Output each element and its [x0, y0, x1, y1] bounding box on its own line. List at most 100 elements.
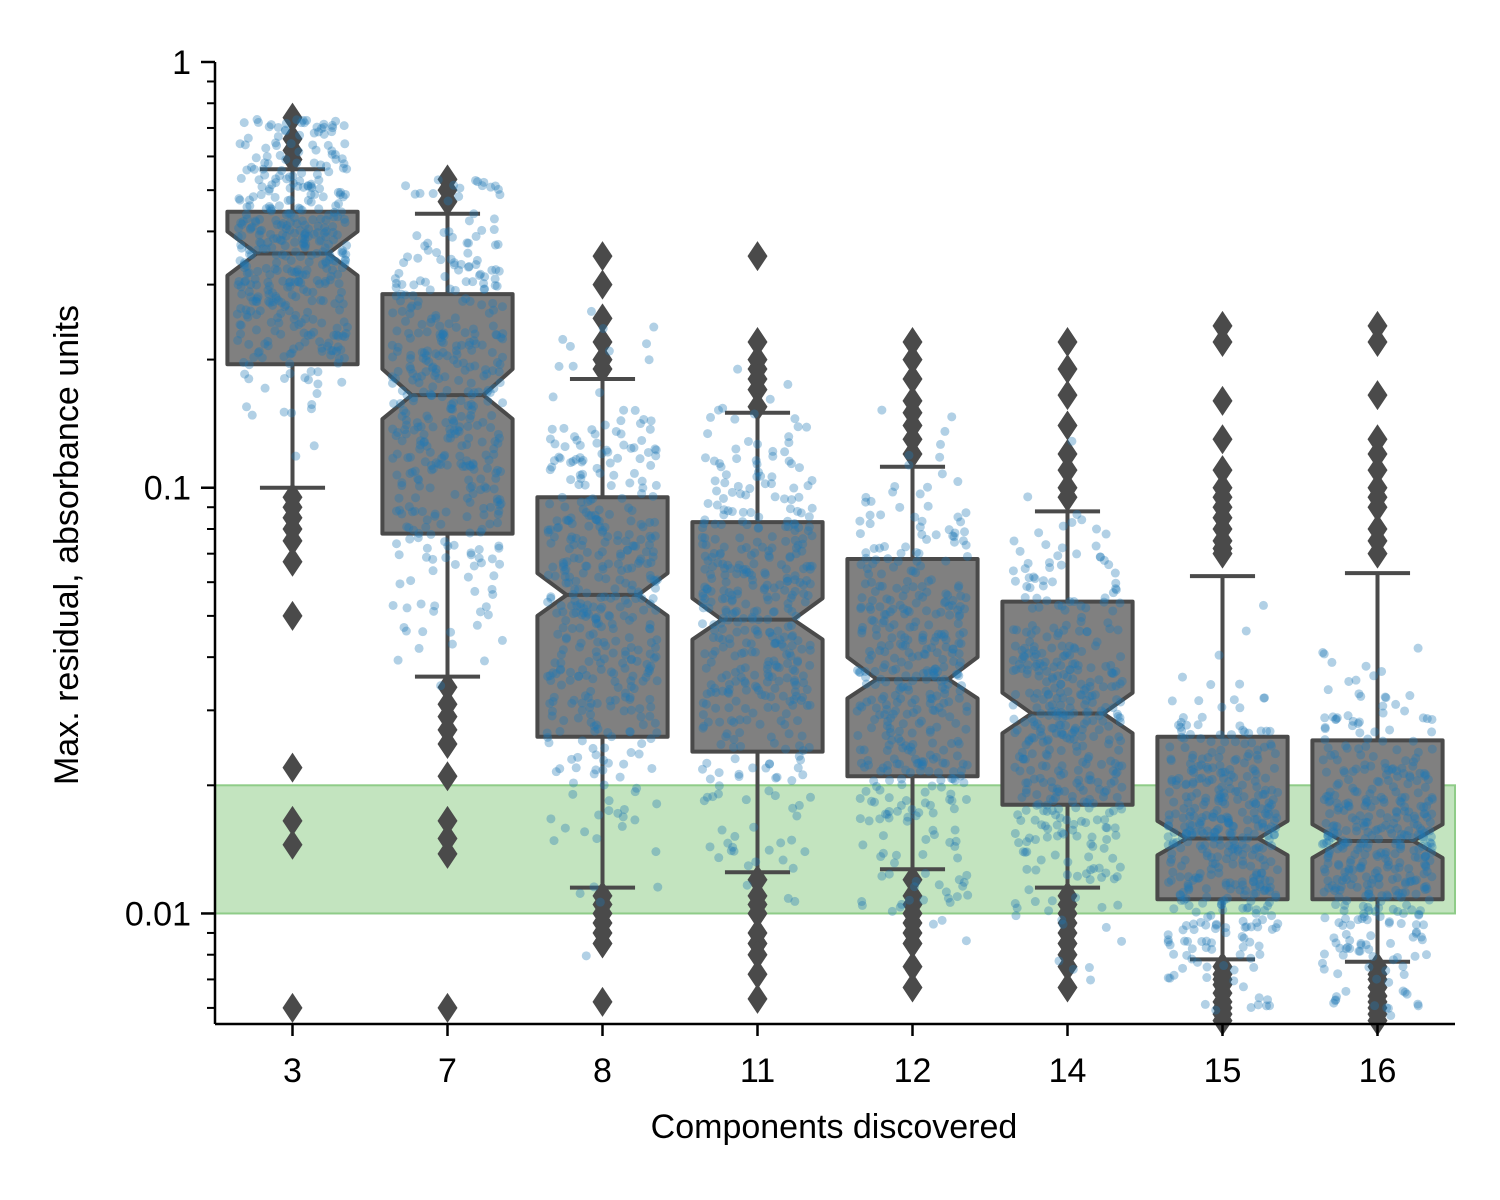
strip-point	[642, 659, 652, 669]
strip-point	[408, 368, 418, 378]
strip-point	[408, 375, 418, 385]
strip-point	[603, 728, 613, 738]
strip-point	[321, 226, 331, 236]
outlier-marker	[1212, 455, 1233, 486]
strip-point	[804, 742, 814, 752]
strip-point	[405, 362, 415, 372]
strip-point	[1020, 564, 1030, 574]
strip-point	[1411, 889, 1421, 899]
strip-point	[1386, 1011, 1396, 1021]
strip-point	[548, 696, 558, 706]
strip-point	[747, 570, 757, 580]
outlier-marker	[1057, 951, 1078, 982]
strip-point	[901, 542, 911, 552]
strip-point	[772, 662, 782, 672]
strip-point	[651, 847, 661, 857]
strip-point	[1072, 871, 1082, 881]
strip-point	[252, 297, 262, 307]
strip-point	[1052, 784, 1062, 794]
strip-point	[947, 412, 957, 422]
strip-point	[1057, 641, 1067, 651]
strip-point	[927, 781, 937, 791]
strip-point	[713, 558, 723, 568]
strip-point	[630, 787, 640, 797]
strip-point	[542, 728, 552, 738]
strip-point	[697, 619, 707, 629]
strip-point	[257, 353, 267, 363]
strip-point	[787, 590, 797, 600]
strip-point	[732, 627, 742, 637]
strip-point	[717, 624, 727, 634]
strip-point	[896, 657, 906, 667]
strip-point	[603, 532, 613, 542]
strip-point	[748, 763, 758, 773]
strip-point	[543, 527, 553, 537]
strip-point	[910, 512, 920, 522]
strip-point	[551, 669, 561, 679]
strip-point	[943, 679, 953, 689]
strip-point	[737, 544, 747, 554]
strip-point	[961, 508, 971, 518]
strip-point	[577, 736, 587, 746]
strip-point	[420, 457, 430, 467]
strip-point	[911, 617, 921, 627]
strip-point	[238, 216, 248, 226]
strip-point	[901, 741, 911, 751]
strip-point	[794, 751, 804, 761]
strip-point	[1090, 641, 1100, 651]
strip-point	[740, 663, 750, 673]
strip-point	[787, 835, 797, 845]
strip-point	[1381, 693, 1391, 703]
strip-point	[416, 422, 426, 432]
strip-point	[1356, 691, 1366, 701]
strip-point	[940, 758, 950, 768]
strip-point	[1072, 746, 1082, 756]
strip-point	[264, 201, 274, 211]
strip-point	[908, 566, 918, 576]
strip-point	[1215, 790, 1225, 800]
strip-point	[708, 792, 718, 802]
strip-point	[304, 224, 314, 234]
outlier-marker	[282, 992, 303, 1023]
strip-point	[619, 706, 629, 716]
strip-point	[1065, 665, 1075, 675]
strip-point	[281, 118, 291, 128]
strip-point	[867, 796, 877, 806]
strip-point	[489, 449, 499, 459]
strip-point	[945, 794, 955, 804]
strip-point	[794, 800, 804, 810]
strip-point	[402, 390, 412, 400]
strip-point	[802, 422, 812, 432]
strip-point	[476, 527, 486, 537]
strip-point	[1217, 782, 1227, 792]
strip-point	[870, 666, 880, 676]
strip-point	[857, 628, 867, 638]
strip-point	[723, 615, 733, 625]
strip-point	[297, 216, 307, 226]
strip-point	[799, 589, 809, 599]
strip-point	[243, 312, 253, 322]
strip-point	[442, 385, 452, 395]
strip-point	[412, 231, 422, 241]
strip-point	[571, 763, 581, 773]
strip-point	[785, 648, 795, 658]
strip-point	[1065, 665, 1075, 675]
strip-point	[766, 732, 776, 742]
strip-point	[943, 893, 953, 903]
strip-point	[328, 221, 338, 231]
strip-point	[1427, 714, 1437, 724]
strip-point	[702, 792, 712, 802]
strip-point	[706, 412, 716, 422]
strip-point	[860, 666, 870, 676]
strip-point	[647, 763, 657, 773]
strip-point	[336, 187, 346, 197]
strip-point	[872, 630, 882, 640]
strip-point	[1222, 812, 1232, 822]
strip-point	[611, 636, 621, 646]
strip-point	[947, 774, 957, 784]
strip-point	[616, 551, 626, 561]
strip-point	[1054, 720, 1064, 730]
strip-point	[939, 629, 949, 639]
strip-point	[395, 399, 405, 409]
